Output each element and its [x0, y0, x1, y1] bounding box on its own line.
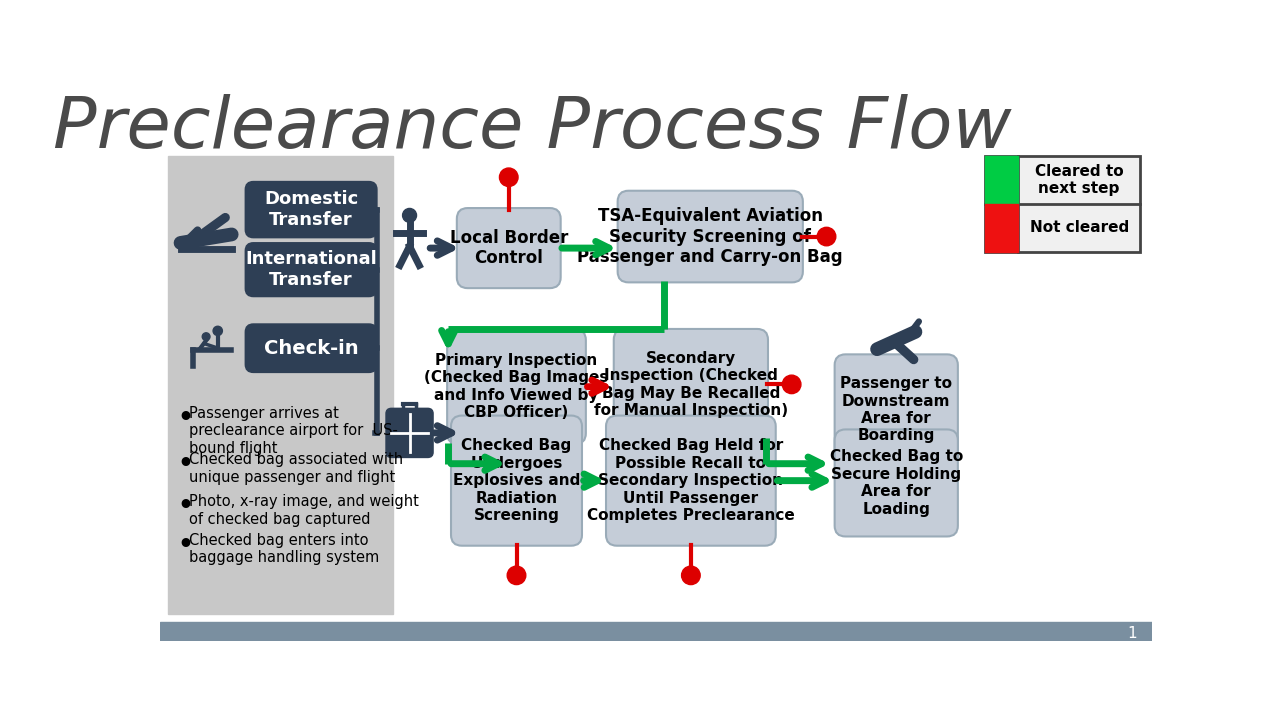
- Circle shape: [681, 566, 700, 585]
- Circle shape: [507, 566, 526, 585]
- Text: Check-in: Check-in: [264, 338, 358, 358]
- Text: Checked Bag
Undergoes
Explosives and
Radiation
Screening: Checked Bag Undergoes Explosives and Rad…: [453, 438, 580, 523]
- Text: Preclearance Process Flow: Preclearance Process Flow: [52, 94, 1011, 163]
- Text: Primary Inspection
(Checked Bag Images
and Info Viewed by
CBP Officer): Primary Inspection (Checked Bag Images a…: [424, 353, 609, 420]
- Bar: [986, 156, 1140, 252]
- Text: Secondary
Inspection (Checked
Bag May Be Recalled
for Manual Inspection): Secondary Inspection (Checked Bag May Be…: [594, 351, 788, 418]
- Text: Passenger to
Downstream
Area for
Boarding: Passenger to Downstream Area for Boardin…: [840, 376, 952, 444]
- FancyBboxPatch shape: [387, 409, 433, 456]
- Text: Checked Bag to
Secure Holding
Area for
Loading: Checked Bag to Secure Holding Area for L…: [829, 449, 963, 516]
- Text: International
Transfer: International Transfer: [246, 251, 378, 289]
- Circle shape: [817, 228, 836, 246]
- FancyBboxPatch shape: [246, 182, 376, 238]
- Text: 1: 1: [1126, 626, 1137, 641]
- FancyBboxPatch shape: [246, 243, 376, 296]
- Text: Checked bag associated with
unique passenger and flight: Checked bag associated with unique passe…: [189, 452, 403, 485]
- Text: •: •: [177, 452, 193, 476]
- FancyBboxPatch shape: [605, 415, 776, 546]
- Text: •: •: [177, 406, 193, 430]
- FancyBboxPatch shape: [614, 329, 768, 440]
- FancyBboxPatch shape: [835, 429, 957, 536]
- Circle shape: [403, 209, 416, 222]
- Circle shape: [782, 375, 801, 394]
- Text: Passenger arrives at
preclearance airport for  US-
bound flight: Passenger arrives at preclearance airpor…: [189, 406, 398, 456]
- Circle shape: [202, 333, 210, 341]
- Text: TSA-Equivalent Aviation
Security Screening of
Passenger and Carry-on Bag: TSA-Equivalent Aviation Security Screeni…: [577, 207, 844, 266]
- FancyBboxPatch shape: [618, 191, 803, 282]
- Circle shape: [212, 326, 223, 336]
- Bar: [168, 156, 393, 614]
- Bar: [986, 156, 1018, 204]
- FancyBboxPatch shape: [447, 329, 586, 444]
- Circle shape: [499, 168, 518, 186]
- Bar: [986, 204, 1018, 252]
- Text: Photo, x-ray image, and weight
of checked bag captured: Photo, x-ray image, and weight of checke…: [189, 495, 420, 527]
- FancyBboxPatch shape: [457, 208, 561, 288]
- Bar: [160, 621, 1152, 641]
- Text: Checked bag enters into
baggage handling system: Checked bag enters into baggage handling…: [189, 533, 380, 565]
- FancyBboxPatch shape: [246, 324, 376, 372]
- Text: •: •: [177, 495, 193, 518]
- Text: Checked Bag Held for
Possible Recall to
Secondary Inspection
Until Passenger
Com: Checked Bag Held for Possible Recall to …: [588, 438, 795, 523]
- FancyBboxPatch shape: [451, 415, 582, 546]
- FancyBboxPatch shape: [835, 354, 957, 465]
- Text: Not cleared: Not cleared: [1029, 220, 1129, 235]
- Text: •: •: [177, 533, 193, 557]
- Text: Local Border
Control: Local Border Control: [449, 229, 568, 268]
- Text: Domestic
Transfer: Domestic Transfer: [264, 190, 358, 229]
- Text: Cleared to
next step: Cleared to next step: [1034, 163, 1124, 196]
